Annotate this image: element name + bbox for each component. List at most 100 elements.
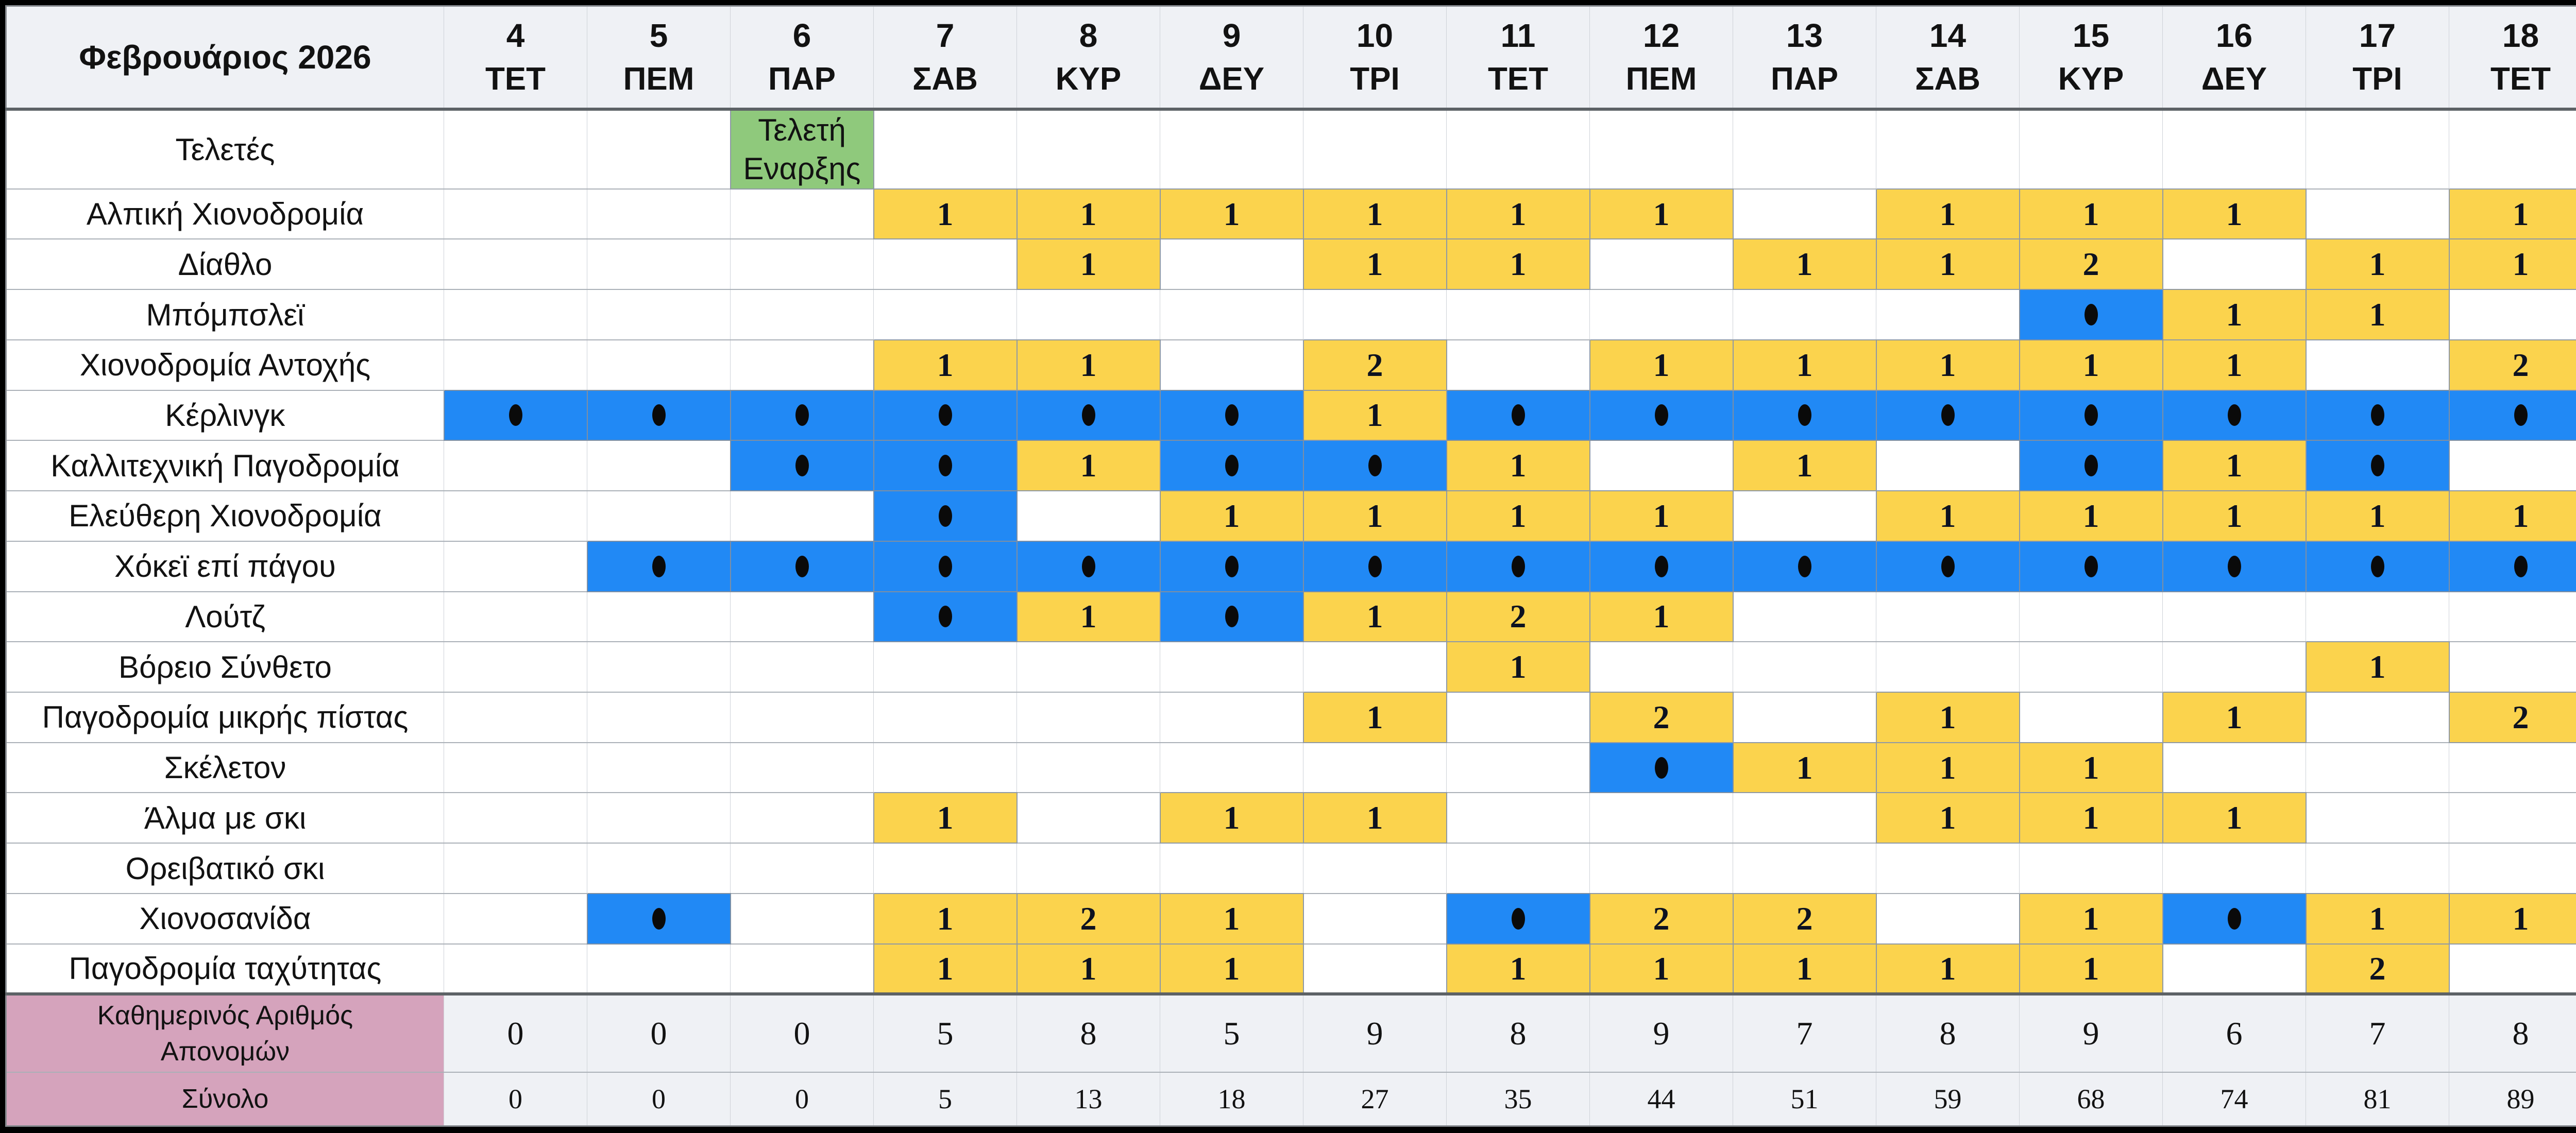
day-cell-empty (730, 641, 874, 693)
day-cell-empty (444, 108, 587, 189)
day-cell-empty (1016, 490, 1160, 541)
day-cell-empty (730, 943, 874, 994)
competition-day-cell (2305, 540, 2450, 592)
day-cell-empty (444, 238, 587, 290)
gold-medal-count-cell: 1 (1875, 188, 2020, 240)
daily-count-value: 8 (2449, 992, 2576, 1072)
gold-medal-count-cell: 1 (1875, 692, 2020, 743)
gold-medal-count-cell: 1 (1875, 238, 2020, 290)
daily-count-value: 8 (1876, 992, 2020, 1072)
day-cell-empty (444, 339, 587, 390)
day-cell-empty (1589, 641, 1733, 693)
day-number: 13 (1786, 16, 1823, 54)
day-cell-empty (1589, 108, 1733, 189)
competition-day-cell (873, 440, 1018, 492)
gold-medal-count-cell: 1 (1302, 389, 1447, 441)
bullet-icon (1654, 555, 1668, 577)
bullet-icon (1225, 606, 1239, 628)
competition-day-cell (730, 440, 874, 492)
daily-count-value: 7 (1733, 992, 1876, 1072)
day-cell-empty (587, 289, 731, 340)
gold-medal-count-cell: 1 (2019, 742, 2163, 794)
day-cell-empty (873, 742, 1017, 793)
cumulative-total-value: 13 (1016, 1071, 1160, 1126)
day-cell-empty (444, 440, 587, 491)
day-cell-empty (1876, 641, 2020, 693)
gold-medal-count-cell: 1 (1016, 188, 1161, 240)
cumulative-total-value: 18 (1160, 1071, 1303, 1126)
gold-medal-count-cell: 1 (1016, 339, 1161, 391)
gold-medal-count-cell: 1 (2162, 188, 2307, 240)
competition-day-cell (1875, 389, 2020, 441)
competition-day-cell (2448, 389, 2576, 441)
day-cell-empty (1016, 692, 1160, 743)
day-cell-empty (1303, 742, 1447, 793)
sport-row: Λούτζ11215 (6, 591, 2576, 643)
day-cell-empty (2449, 792, 2576, 844)
sport-row: Ορειβατικό σκι213 (6, 843, 2576, 894)
competition-day-cell (1446, 540, 1590, 592)
competition-day-cell (2162, 540, 2307, 592)
bullet-icon (2084, 455, 2098, 477)
bullet-icon (1798, 404, 1811, 426)
day-cell-empty (730, 792, 874, 844)
ceremonies-label: Τελετές (6, 108, 444, 189)
day-cell-empty (1733, 188, 1876, 239)
gold-medal-count-cell: 1 (2019, 792, 2163, 844)
day-cell-empty (1016, 742, 1160, 793)
day-cell-empty (587, 692, 731, 743)
day-cell-empty (587, 591, 731, 642)
gold-medal-count-cell: 1 (2019, 490, 2163, 542)
gold-medal-count-cell: 1 (2305, 892, 2450, 945)
day-cell-empty (1160, 742, 1303, 793)
day-cell-empty (1016, 289, 1160, 340)
bullet-icon (2370, 404, 2384, 426)
bullet-icon (1081, 404, 1095, 426)
bullet-icon (2514, 555, 2528, 577)
day-cell-empty (873, 843, 1017, 894)
day-number: 6 (792, 16, 811, 54)
day-cell-empty (1446, 792, 1590, 844)
bullet-icon (795, 555, 809, 577)
day-cell-empty (2162, 238, 2306, 290)
sport-row: Χιονοδρομία Αντοχής1121111121112 (6, 339, 2576, 391)
gold-medal-count-cell: 2 (2448, 692, 2576, 743)
day-cell-empty (1589, 238, 1733, 290)
day-number: 16 (2215, 16, 2253, 54)
sport-row: Σκέλετον1113 (6, 742, 2576, 794)
day-cell-empty (1589, 843, 1733, 894)
day-cell-empty (1160, 692, 1303, 743)
day-cell-empty (2306, 742, 2449, 793)
day-cell-empty (444, 490, 587, 541)
bullet-icon (1941, 404, 1955, 426)
bullet-icon (1225, 555, 1239, 577)
day-header-17: 17 ΤΡΙ (2306, 6, 2449, 111)
day-cell-empty (444, 591, 587, 642)
day-cell-empty (730, 339, 874, 390)
bullet-icon (2370, 555, 2384, 577)
day-cell-empty (873, 238, 1017, 290)
day-cell-empty (2449, 742, 2576, 793)
opening-ceremony-cell: Τελετή Εναρξης (730, 108, 874, 190)
day-cell-empty (2449, 641, 2576, 693)
day-cell-empty (873, 641, 1017, 693)
sport-label: Λούτζ (6, 591, 444, 642)
gold-medal-count-cell: 1 (1589, 490, 1734, 542)
gold-medal-count-cell: 1 (1589, 943, 1734, 995)
day-number: 9 (1222, 16, 1241, 54)
sport-label: Χιονοσανίδα (6, 892, 444, 944)
bullet-icon (2370, 455, 2384, 477)
gold-medal-count-cell: 1 (2305, 289, 2450, 340)
bullet-icon (2227, 555, 2241, 577)
competition-day-cell (443, 389, 588, 441)
cumulative-total-value: 5 (873, 1071, 1017, 1126)
competition-day-cell (2162, 389, 2307, 441)
gold-medal-count-cell: 1 (2448, 238, 2576, 290)
day-header-16: 16 ΔΕΥ (2162, 6, 2306, 111)
day-cell-empty (2306, 188, 2449, 239)
bullet-icon (1511, 404, 1525, 426)
olympic-schedule-table: Φεβρουάριος 2026 4 ΤΕΤ 5 ΠΕΜ 6 ΠΑΡ 7 ΣΑΒ 8 ΚΥΡ 9 ΔΕ… (5, 5, 2576, 1127)
day-cell-empty (1446, 108, 1590, 189)
day-of-week: ΠΕΜ (1625, 61, 1697, 97)
day-cell-empty (2162, 108, 2306, 189)
